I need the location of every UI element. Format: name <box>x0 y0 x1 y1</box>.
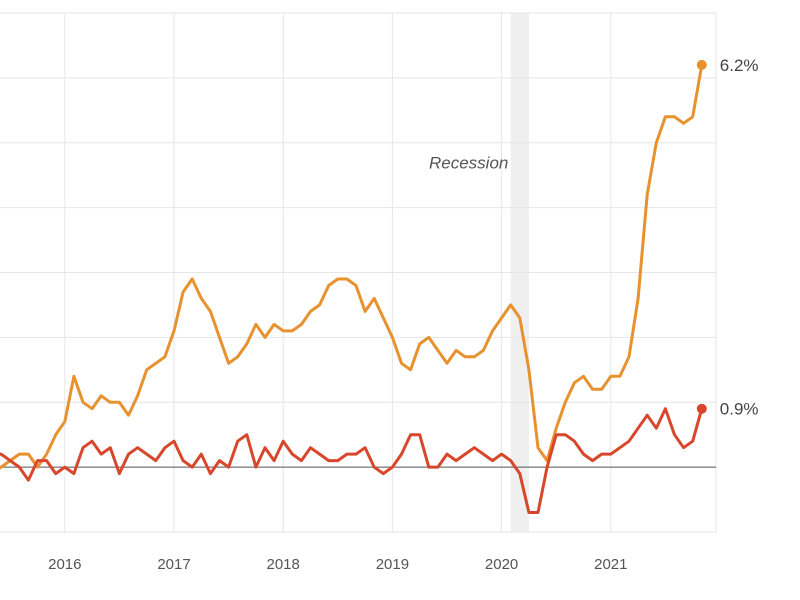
x-tick-label: 2021 <box>594 556 627 573</box>
series-end-label-1: 0.9% <box>720 400 759 419</box>
x-tick-label: 2017 <box>157 556 190 573</box>
series-end-label-0: 6.2% <box>720 56 759 75</box>
x-tick-label: 2019 <box>376 556 409 573</box>
end-labels: 6.2% 0.9% <box>696 56 759 419</box>
series-end-marker-1 <box>696 403 707 414</box>
x-tick-label: 2018 <box>267 556 300 573</box>
x-tick-label: 2016 <box>48 556 81 573</box>
series-line-0 <box>0 63 704 470</box>
recession-label: Recession <box>429 154 508 173</box>
gridlines <box>0 12 717 533</box>
series-line-1 <box>0 407 704 514</box>
series-lines <box>0 63 704 514</box>
x-axis: 2016 2017 2018 2019 2020 2021 <box>48 556 627 573</box>
series-end-marker-0 <box>696 59 707 70</box>
x-tick-label: 2020 <box>485 556 518 573</box>
